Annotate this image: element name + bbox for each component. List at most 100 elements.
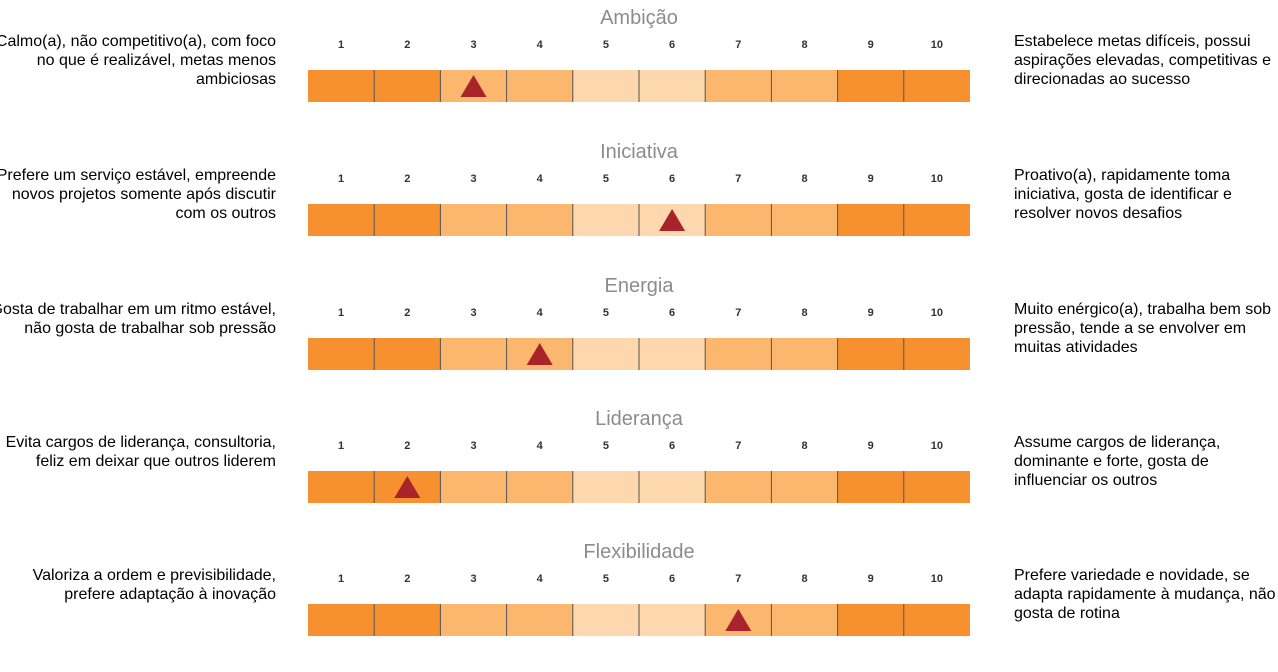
tick-label: 7 [735,440,741,452]
scale-segment [705,338,772,370]
tick-label: 9 [868,573,874,585]
scale-segment [705,70,772,102]
scale-segment [572,471,639,503]
scale-section: Ambição Calmo(a), não competitivo(a), com… [0,6,1278,138]
tick-label: 6 [669,39,675,51]
high-end-description: Estabelece metas difíceis, possui aspira… [1014,33,1272,88]
scale-title: Energia [604,275,674,297]
scale-segment [837,604,904,636]
scale-section: Flexibilidade Valoriza a ordem e previsib… [0,540,1278,672]
tick-label: 10 [931,573,943,585]
scale-segment [639,70,706,102]
scale-segment [572,70,639,102]
scale-segment [639,338,706,370]
low-end-description: Evita cargos de liderança, consultoria, … [5,434,276,470]
rating-scale: 1 2 3 4 5 6 7 8 9 10 [308,307,970,370]
tick-label: 3 [470,307,476,319]
tick-label: 4 [537,307,544,319]
scale-segment [506,70,573,102]
tick-label: 9 [868,39,874,51]
tick-label: 2 [404,307,410,319]
tick-label: 6 [669,440,675,452]
tick-label: 1 [338,573,344,585]
tick-label: 10 [931,440,943,452]
scale-segment [771,471,838,503]
tick-label: 10 [931,39,943,51]
score-marker [725,609,752,631]
tick-label: 4 [537,440,544,452]
scale-segment [572,604,639,636]
tick-label: 6 [669,173,675,185]
tick-label: 3 [470,573,476,585]
scale-segment [572,204,639,236]
tick-label: 6 [669,573,675,585]
tick-label: 8 [801,573,807,585]
tick-label: 5 [603,440,609,452]
scale-title: Ambição [600,7,678,29]
tick-label: 4 [537,173,544,185]
scale-title: Liderança [595,408,683,430]
scale-segment [771,204,838,236]
tick-label: 5 [603,173,609,185]
scale-segment [837,471,904,503]
scale-segment [374,338,441,370]
low-end-description: Prefere um serviço estável, empreende no… [0,167,276,222]
tick-label: 3 [470,39,476,51]
tick-label: 8 [801,39,807,51]
scale-segment [771,70,838,102]
tick-label: 5 [603,573,609,585]
tick-label: 8 [801,307,807,319]
score-marker [526,343,553,365]
low-end-description: Calmo(a), não competitivo(a), com foco n… [0,33,276,88]
scale-segment [308,471,375,503]
scale-segment [506,204,573,236]
low-end-description: Gosta de trabalhar em um ritmo estável, … [0,301,276,337]
tick-label: 5 [603,307,609,319]
tick-label: 6 [669,307,675,319]
rating-scale: 1 2 3 4 5 6 7 8 9 10 [308,440,970,503]
tick-label: 3 [470,440,476,452]
rating-scale: 1 2 3 4 5 6 7 8 9 10 [308,39,970,102]
tick-label: 8 [801,440,807,452]
scale-segment [374,204,441,236]
score-marker [460,75,487,97]
scale-section: Iniciativa Prefere um serviço estável, em… [0,140,1278,272]
scale-segment [903,70,970,102]
tick-label: 9 [868,307,874,319]
scale-segment [308,70,375,102]
scale-segment [308,338,375,370]
rating-scale: 1 2 3 4 5 6 7 8 9 10 [308,173,970,236]
scale-segment [374,70,441,102]
tick-label: 2 [404,440,410,452]
tick-label: 1 [338,39,344,51]
tick-label: 2 [404,173,410,185]
scale-segment [440,204,507,236]
tick-label: 7 [735,307,741,319]
scale-section: Energia Gosta de trabalhar em um ritmo es… [0,274,1278,406]
tick-label: 4 [537,573,544,585]
scale-segment [903,204,970,236]
scale-segment [374,604,441,636]
scale-segment [308,204,375,236]
tick-label: 3 [470,173,476,185]
scale-segment [308,604,375,636]
scale-segment [705,204,772,236]
tick-label: 7 [735,573,741,585]
scale-title: Iniciativa [600,141,678,163]
scale-segment [903,604,970,636]
scale-segment [705,471,772,503]
scale-segment [771,604,838,636]
rating-scale: 1 2 3 4 5 6 7 8 9 10 [308,573,970,636]
score-marker [394,476,421,498]
tick-label: 9 [868,440,874,452]
scale-segment [837,204,904,236]
tick-label: 7 [735,173,741,185]
high-end-description: Proativo(a), rapidamente toma iniciativa… [1014,167,1232,222]
score-marker [659,209,686,231]
tick-label: 10 [931,173,943,185]
tick-label: 9 [868,173,874,185]
scale-segment [506,604,573,636]
tick-label: 2 [404,573,410,585]
scale-section: Liderança Evita cargos de liderança, cons… [0,407,1278,539]
low-end-description: Valoriza a ordem e previsibilidade, pref… [32,567,276,603]
